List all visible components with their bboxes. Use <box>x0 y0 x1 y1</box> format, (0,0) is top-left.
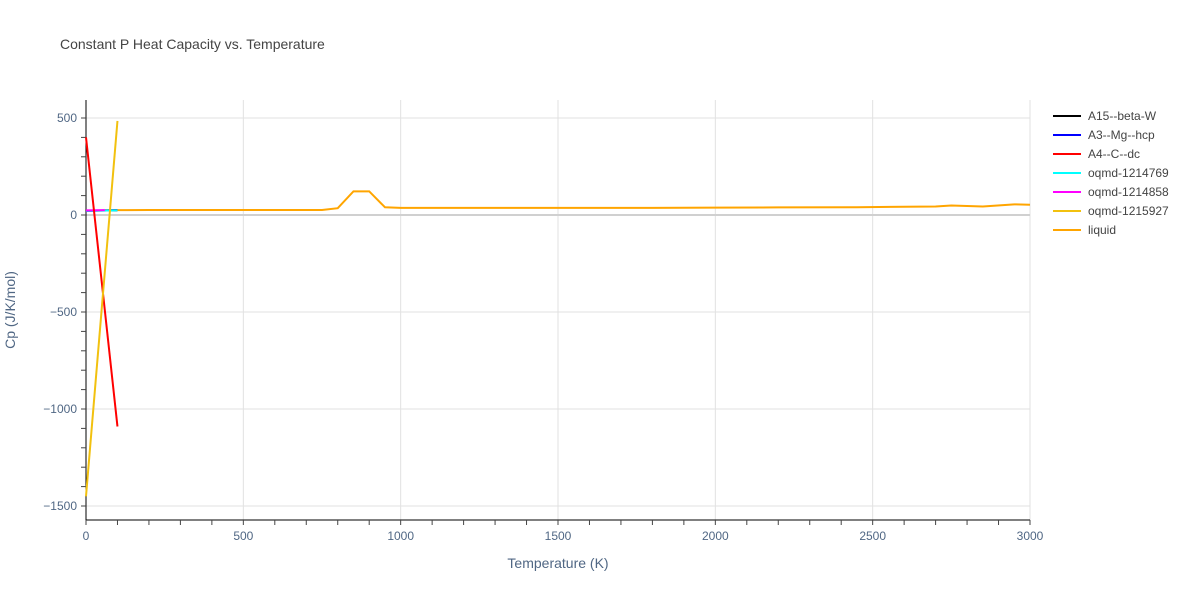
chart-title: Constant P Heat Capacity vs. Temperature <box>60 36 325 52</box>
legend-item[interactable]: A3--Mg--hcp <box>1053 125 1169 144</box>
x-tick-label: 500 <box>233 529 253 543</box>
y-tick-label: −1000 <box>43 402 77 416</box>
legend-item[interactable]: oqmd-1214858 <box>1053 182 1169 201</box>
legend-label: A3--Mg--hcp <box>1088 127 1155 142</box>
x-tick-label: 2500 <box>859 529 886 543</box>
y-tick-label: −500 <box>50 305 77 319</box>
y-axis-label: Cp (J/K/mol) <box>2 271 18 349</box>
legend-item[interactable]: oqmd-1215927 <box>1053 201 1169 220</box>
legend-swatch-icon <box>1053 209 1081 212</box>
legend-item[interactable]: A15--beta-W <box>1053 106 1169 125</box>
x-axis-label: Temperature (K) <box>507 555 608 571</box>
legend-label: oqmd-1215927 <box>1088 203 1169 218</box>
legend-item[interactable]: A4--C--dc <box>1053 144 1169 163</box>
legend-item[interactable]: liquid <box>1053 220 1169 239</box>
y-tick-label: −1500 <box>43 499 77 513</box>
series-line-a4-c-dc[interactable] <box>85 137 119 427</box>
y-tick-label: 500 <box>57 111 77 125</box>
legend-swatch-icon <box>1053 133 1081 136</box>
legend: A15--beta-W A3--Mg--hcp A4--C--dc oqmd-1214… <box>1053 106 1169 239</box>
legend-label: oqmd-1214769 <box>1088 165 1169 180</box>
legend-swatch-icon <box>1053 228 1081 231</box>
series-line-liquid[interactable] <box>104 190 1031 212</box>
legend-item[interactable]: oqmd-1214769 <box>1053 163 1169 182</box>
x-tick-label: 1500 <box>545 529 572 543</box>
legend-label: A4--C--dc <box>1088 146 1141 161</box>
x-tick-label: 0 <box>83 529 90 543</box>
x-tick-label: 2000 <box>702 529 729 543</box>
x-tick-label: 1000 <box>387 529 414 543</box>
legend-swatch-icon <box>1053 114 1081 117</box>
series-line-oqmd-1215927[interactable] <box>85 120 119 497</box>
legend-swatch-icon <box>1053 171 1081 174</box>
x-tick-label: 3000 <box>1017 529 1044 543</box>
legend-swatch-icon <box>1053 152 1081 155</box>
y-tick-label: 0 <box>70 208 77 222</box>
legend-label: liquid <box>1088 222 1117 237</box>
legend-label: oqmd-1214858 <box>1088 184 1169 199</box>
legend-label: A15--beta-W <box>1088 108 1157 123</box>
legend-swatch-icon <box>1053 190 1081 193</box>
